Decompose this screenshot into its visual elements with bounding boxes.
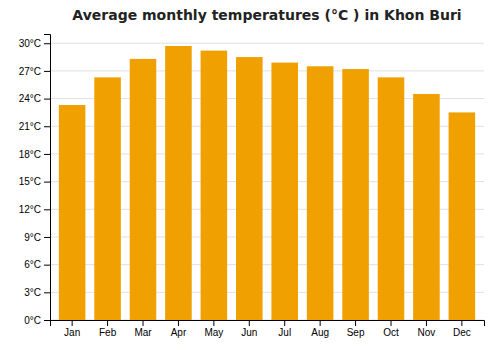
y-tick: 24°C	[19, 93, 50, 104]
y-tick-mark	[44, 320, 50, 321]
x-tick-label: Aug	[311, 327, 329, 338]
x-tick-label: Jan	[64, 327, 80, 338]
x-tick-mark	[249, 320, 250, 326]
bar	[165, 46, 192, 320]
x-tick-mark	[320, 320, 321, 326]
y-tick: 0°C	[24, 315, 50, 326]
y-tick-mark	[44, 292, 50, 293]
bar	[378, 77, 405, 320]
y-tick-mark	[44, 126, 50, 127]
bar	[130, 59, 157, 320]
y-tick-mark	[44, 265, 50, 266]
y-tick-label: 9°C	[24, 232, 41, 243]
x-tick-mark	[107, 320, 108, 326]
y-tick: 27°C	[19, 66, 50, 77]
x-tick-label: Mar	[134, 327, 152, 338]
bar	[271, 63, 298, 320]
x-tick-mark	[72, 320, 73, 326]
bar	[236, 57, 263, 320]
y-tick: 6°C	[24, 259, 50, 270]
y-tick-mark	[44, 154, 50, 155]
chart-container: 0°C 3°C 6°C 9°C 12°C 15°C 18°C 21°C 24°C 27°C 30°C…	[0, 0, 500, 350]
bar	[94, 77, 121, 320]
x-tick: Nov	[418, 320, 436, 338]
y-tick: 21°C	[19, 121, 50, 132]
x-tick-label: Jul	[278, 327, 291, 338]
y-axis-line	[44, 35, 51, 321]
y-tick: 18°C	[19, 149, 50, 160]
title: Average monthly temperatures (°C ) in Kh…	[72, 7, 461, 23]
x-tick: Aug	[311, 320, 329, 338]
x-tick: Oct	[383, 320, 399, 338]
chart: 0°C 3°C 6°C 9°C 12°C 15°C 18°C 21°C 24°C 27°C 30°C…	[0, 0, 500, 350]
x-tick-label: Oct	[383, 327, 399, 338]
x-tick: Dec	[453, 320, 471, 338]
y-tick: 30°C	[19, 38, 50, 49]
y-tick: 12°C	[19, 204, 50, 215]
bar	[307, 66, 334, 320]
x-tick-label: Sep	[347, 327, 365, 338]
grid	[50, 43, 484, 320]
x-tick: Sep	[347, 320, 365, 338]
x-axis-line	[51, 321, 485, 327]
x-tick-mark	[143, 320, 144, 326]
x-tick-label: Jun	[241, 327, 257, 338]
x-tick-label: Apr	[171, 327, 187, 338]
y-tick-mark	[44, 99, 50, 100]
x-tick-mark	[426, 320, 427, 326]
x-tick: Jul	[278, 320, 291, 338]
y-tick-label: 3°C	[24, 287, 41, 298]
x-tick-mark	[213, 320, 214, 326]
y-tick-label: 0°C	[24, 315, 41, 326]
x-tick: Apr	[171, 320, 187, 338]
x-tick: Feb	[99, 320, 117, 338]
x-tick-label: Dec	[453, 327, 471, 338]
plot: 0°C 3°C 6°C 9°C 12°C 15°C 18°C 21°C 24°C 27°C 30°C…	[19, 35, 485, 339]
bar	[342, 69, 369, 320]
y-tick-label: 15°C	[19, 176, 41, 187]
y-tick-label: 30°C	[19, 38, 41, 49]
y-tick-label: 6°C	[24, 259, 41, 270]
x-axis: Jan Feb Mar Apr May Jun Jul Aug Sep Oct Nov Dec	[51, 320, 485, 338]
y-tick-mark	[44, 43, 50, 44]
bars	[59, 46, 475, 320]
y-tick-label: 12°C	[19, 204, 41, 215]
y-tick-label: 27°C	[19, 66, 41, 77]
y-tick: 15°C	[19, 176, 50, 187]
y-axis: 0°C 3°C 6°C 9°C 12°C 15°C 18°C 21°C 24°C 27°C 30°C	[19, 35, 51, 326]
x-tick-mark	[284, 320, 285, 326]
x-tick-mark	[461, 320, 462, 326]
bar	[449, 112, 476, 320]
x-tick-mark	[178, 320, 179, 326]
y-tick-mark	[44, 209, 50, 210]
y-tick-mark	[44, 182, 50, 183]
y-tick-mark	[44, 237, 50, 238]
bar	[59, 105, 86, 320]
x-tick-label: Feb	[99, 327, 117, 338]
x-tick: Jun	[241, 320, 257, 338]
grid-line	[50, 70, 484, 71]
x-tick-label: Nov	[418, 327, 436, 338]
x-tick-label: May	[204, 327, 223, 338]
bar	[201, 51, 228, 320]
x-tick: Mar	[134, 320, 152, 338]
y-tick-label: 18°C	[19, 149, 41, 160]
x-tick-mark	[355, 320, 356, 326]
y-tick: 9°C	[24, 232, 50, 243]
grid-line	[50, 43, 484, 44]
bar	[413, 94, 440, 320]
x-tick-mark	[391, 320, 392, 326]
x-tick: Jan	[64, 320, 80, 338]
y-tick: 3°C	[24, 287, 50, 298]
y-tick-label: 21°C	[19, 121, 41, 132]
y-tick-label: 24°C	[19, 93, 41, 104]
x-tick: May	[204, 320, 223, 338]
y-tick-mark	[44, 71, 50, 72]
